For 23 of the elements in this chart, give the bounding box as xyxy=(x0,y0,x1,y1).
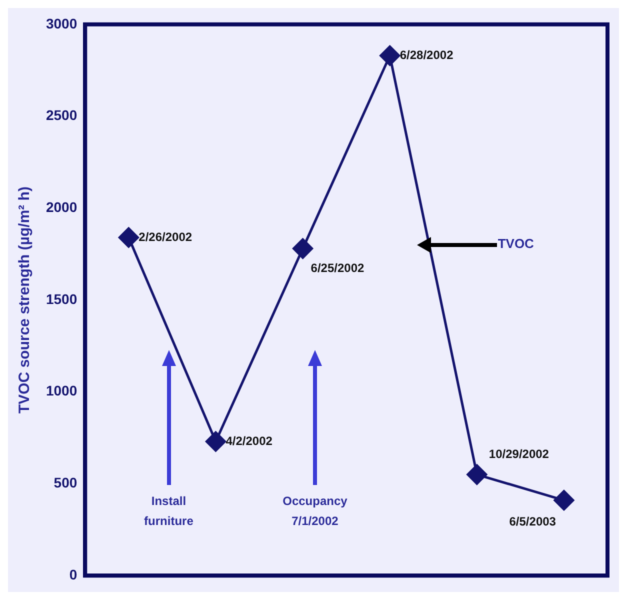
y-tick-label: 1500 xyxy=(46,290,78,307)
annotation: Occupancy 7/1/2002 xyxy=(282,492,348,530)
data-label: 6/5/2003 xyxy=(509,514,556,529)
data-label: 4/2/2002 xyxy=(226,434,273,448)
point xyxy=(380,45,400,66)
data-label: 6/25/2002 xyxy=(310,260,365,275)
data-label: 10/29/2002 xyxy=(488,446,550,461)
y-tick-label: 1000 xyxy=(46,382,78,399)
point xyxy=(466,464,488,485)
y-tick-label: 2000 xyxy=(46,198,78,215)
data-label: 6/28/2002 xyxy=(400,48,454,62)
point xyxy=(292,238,314,259)
y-tick-label: 0 xyxy=(69,566,78,582)
y-tick-label: 2500 xyxy=(46,107,78,124)
point xyxy=(205,431,226,452)
y-axis-title: TVOC source strength (µg/m² h) xyxy=(16,186,34,414)
annotation: TVOC xyxy=(498,236,534,251)
point xyxy=(554,490,574,511)
point xyxy=(118,227,139,248)
y-tick-label: 3000 xyxy=(46,15,78,32)
y-tick-label: 500 xyxy=(54,474,78,491)
annotation: Install furniture xyxy=(143,492,194,530)
data-label: 2/26/2002 xyxy=(138,230,192,244)
